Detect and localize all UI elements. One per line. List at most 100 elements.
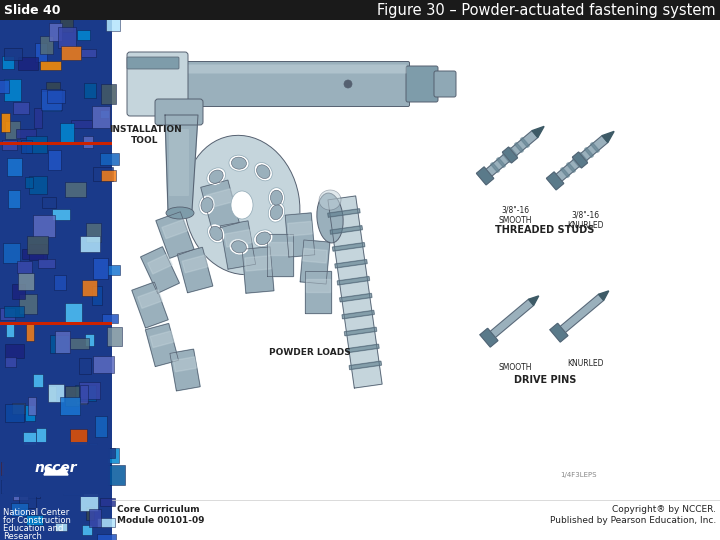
Polygon shape (590, 143, 600, 152)
Bar (12, 403, 25, 414)
Polygon shape (508, 147, 518, 158)
Ellipse shape (207, 224, 225, 243)
Polygon shape (303, 248, 327, 263)
Bar (79, 382, 99, 400)
Ellipse shape (319, 190, 341, 210)
Bar (97, 518, 114, 527)
Bar (63, 481, 83, 495)
Bar (76, 385, 87, 404)
Bar (60, 15, 73, 32)
Bar (8, 190, 20, 208)
Bar (0, 142, 112, 145)
Bar (13, 103, 29, 114)
Bar (1, 480, 21, 494)
Bar (34, 109, 42, 129)
Bar (80, 235, 100, 252)
Ellipse shape (270, 205, 283, 220)
Polygon shape (269, 242, 292, 255)
Polygon shape (305, 271, 331, 313)
Ellipse shape (184, 136, 300, 275)
Ellipse shape (207, 168, 225, 185)
Bar (60, 397, 81, 415)
Ellipse shape (256, 232, 271, 245)
Bar (36, 428, 46, 443)
Text: nccer: nccer (35, 461, 77, 475)
Ellipse shape (317, 193, 343, 243)
Polygon shape (532, 126, 544, 138)
Ellipse shape (231, 157, 246, 169)
Ellipse shape (253, 230, 273, 247)
Bar (2, 442, 110, 497)
FancyBboxPatch shape (434, 71, 456, 97)
Bar (11, 503, 27, 516)
Bar (102, 170, 116, 181)
Text: Core Curriculum: Core Curriculum (117, 505, 199, 514)
Bar (101, 153, 120, 165)
Bar (32, 374, 43, 387)
Bar (50, 335, 69, 354)
Bar (22, 432, 36, 452)
Polygon shape (349, 361, 382, 369)
Bar (33, 215, 55, 237)
Polygon shape (328, 209, 360, 217)
Text: Copyright® by NCCER.: Copyright® by NCCER. (612, 505, 716, 514)
Bar (4, 445, 108, 494)
Bar (86, 223, 101, 242)
Polygon shape (480, 328, 498, 347)
Polygon shape (572, 152, 588, 168)
Bar (81, 49, 96, 57)
Polygon shape (177, 247, 212, 293)
Bar (79, 358, 91, 375)
Polygon shape (477, 167, 494, 185)
Bar (78, 476, 97, 487)
Bar (92, 106, 109, 128)
Bar (18, 57, 37, 70)
Bar (26, 323, 35, 341)
Polygon shape (242, 247, 274, 293)
Bar (58, 27, 76, 48)
Bar (0, 322, 112, 325)
Bar (77, 30, 90, 40)
Bar (16, 130, 36, 138)
Bar (82, 525, 92, 535)
Bar (97, 534, 117, 540)
Polygon shape (267, 234, 293, 276)
Bar (18, 273, 34, 291)
Bar (53, 208, 70, 220)
Bar (41, 91, 61, 111)
Bar (48, 386, 55, 401)
Bar (105, 465, 125, 485)
Bar (13, 488, 28, 500)
Polygon shape (288, 221, 312, 236)
Bar (0, 308, 15, 320)
Polygon shape (347, 344, 379, 353)
Bar (40, 60, 61, 70)
Bar (29, 244, 47, 260)
Bar (102, 448, 119, 463)
Text: National Center: National Center (3, 508, 69, 517)
Ellipse shape (269, 188, 284, 208)
Polygon shape (335, 260, 367, 268)
Polygon shape (557, 294, 603, 336)
Bar (3, 243, 19, 262)
Ellipse shape (210, 170, 223, 183)
Bar (48, 150, 61, 171)
Bar (101, 110, 109, 118)
Ellipse shape (201, 198, 213, 212)
Bar (0, 20, 112, 540)
FancyBboxPatch shape (127, 57, 179, 69)
Bar (19, 487, 35, 508)
Bar (88, 476, 102, 488)
Polygon shape (585, 147, 593, 158)
Polygon shape (340, 293, 372, 302)
Bar (48, 384, 65, 402)
Polygon shape (140, 247, 179, 293)
Polygon shape (342, 310, 374, 319)
Polygon shape (503, 152, 511, 163)
Polygon shape (44, 467, 68, 475)
FancyBboxPatch shape (169, 64, 407, 73)
Bar (35, 43, 47, 62)
Text: Research: Research (3, 532, 42, 540)
Text: Published by Pearson Education, Inc.: Published by Pearson Education, Inc. (550, 516, 716, 525)
Bar (19, 294, 37, 314)
